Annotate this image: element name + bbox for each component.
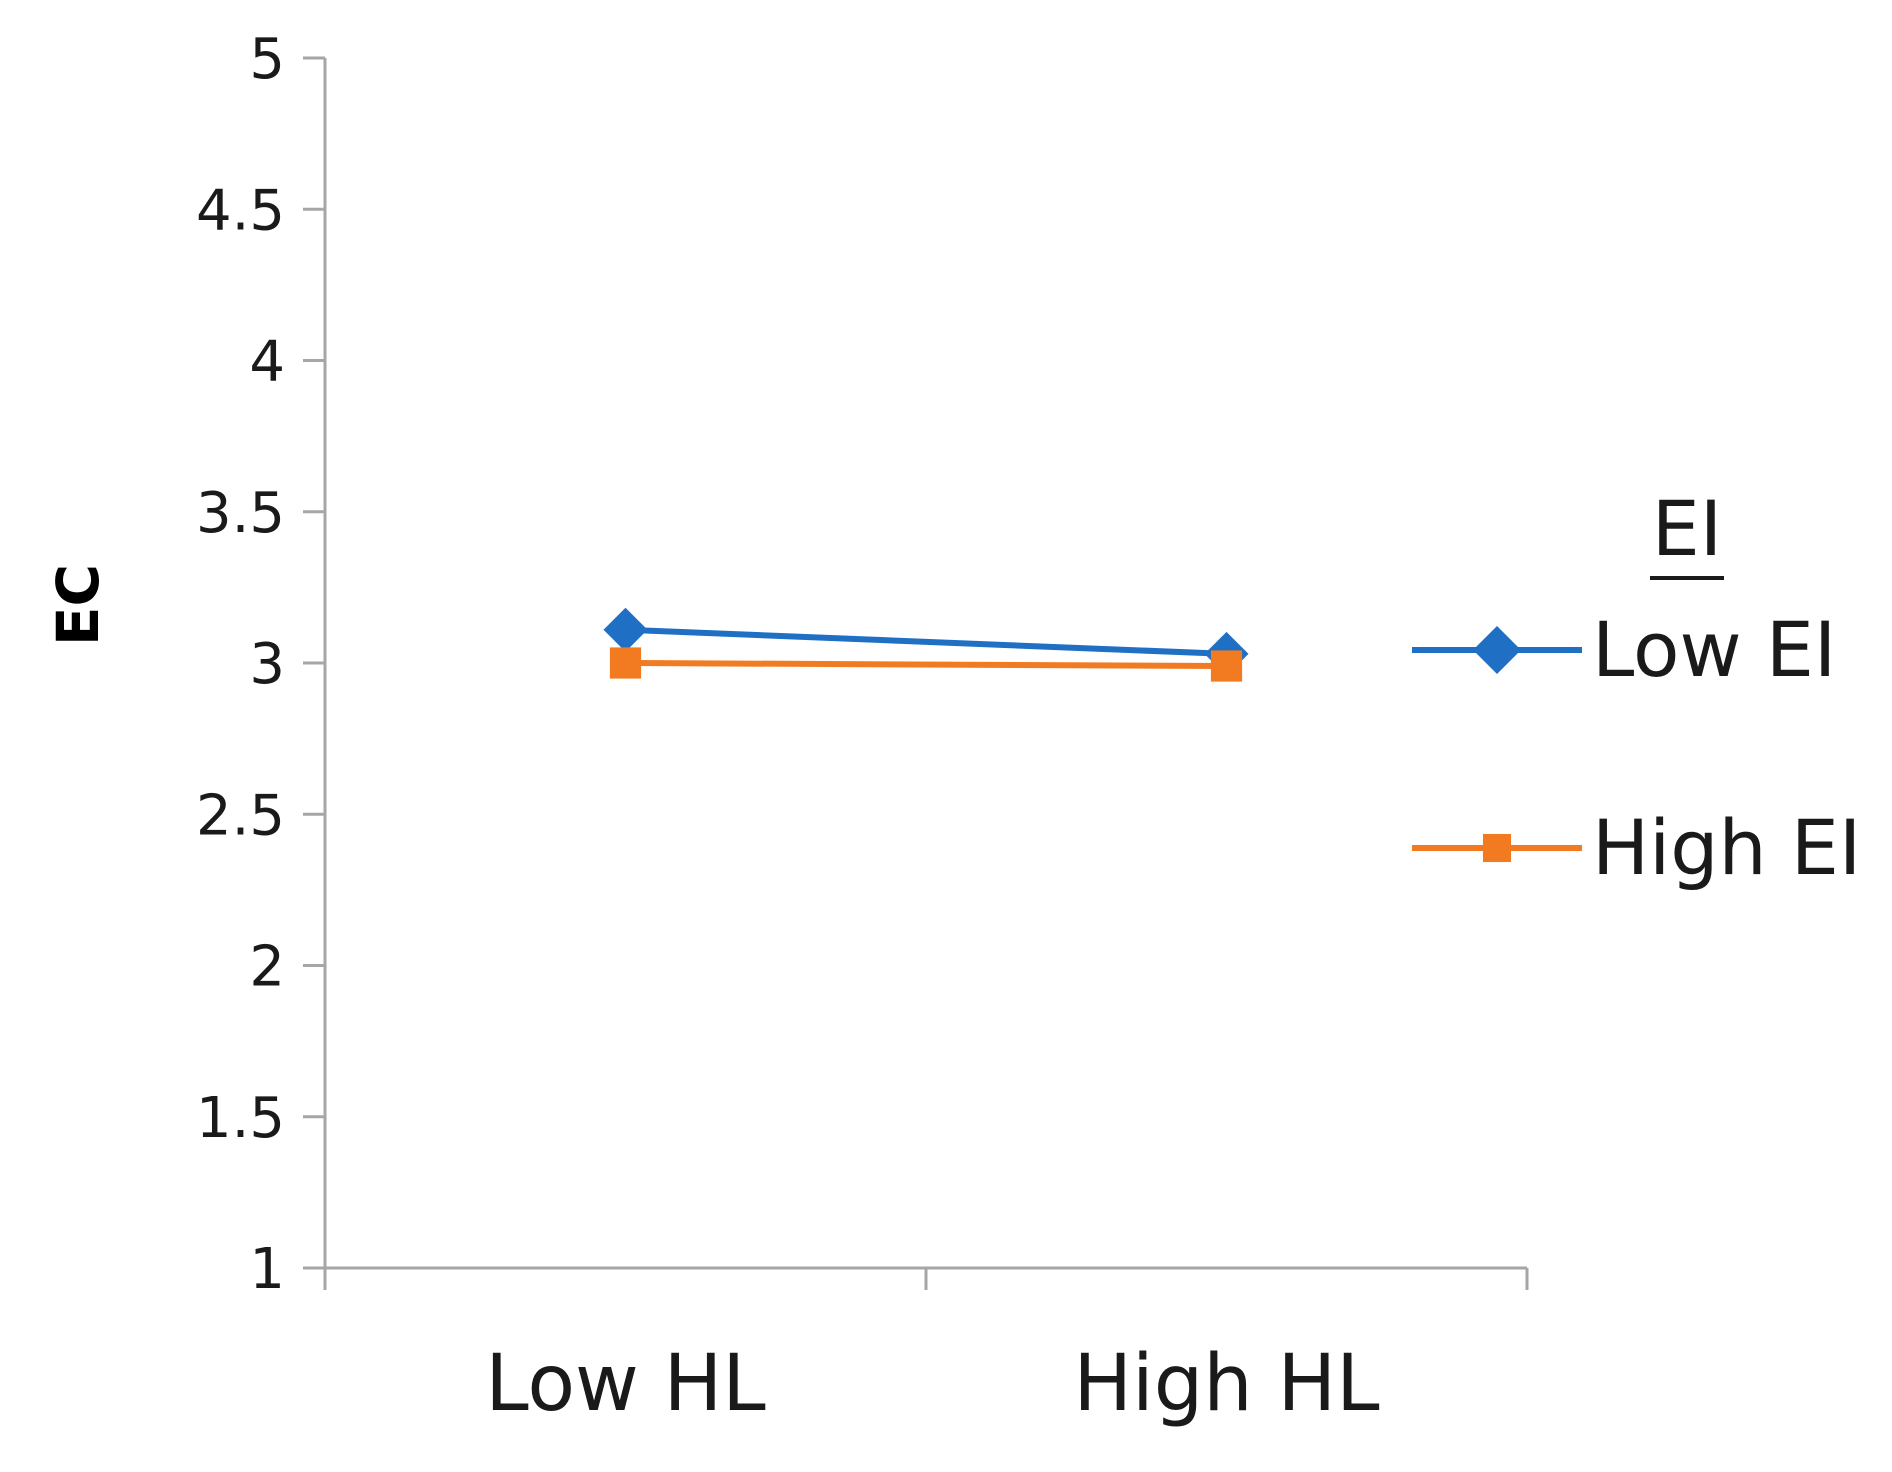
legend-title: EI [1652, 484, 1722, 573]
legend-item: High EI [1412, 803, 1861, 892]
x-category-label: High HL [1073, 1339, 1380, 1429]
y-tick-label: 2.5 [196, 783, 285, 848]
legend-item: Low EI [1412, 605, 1836, 694]
data-point [609, 647, 642, 679]
y-tick-label: 1 [249, 1237, 285, 1302]
series-layer [603, 607, 1249, 682]
legend-label: Low EI [1592, 605, 1836, 694]
y-tick-label: 4 [249, 330, 285, 395]
x-category-label: Low HL [485, 1339, 766, 1429]
y-tick-label: 1.5 [196, 1086, 285, 1151]
y-tick-label: 2 [249, 935, 285, 1000]
data-point [603, 607, 648, 652]
y-tick-label: 5 [249, 27, 285, 92]
series-high-ei [609, 647, 1243, 682]
y-tick-label: 3 [249, 632, 285, 697]
legend-label: High EI [1592, 803, 1861, 892]
y-tick-label: 3.5 [196, 481, 285, 546]
legend-marker [1473, 626, 1521, 674]
series-line [625, 660, 1227, 670]
legend: EI Low EI High EI [1412, 484, 1861, 892]
y-tick-label: 4.5 [196, 178, 285, 243]
series-line [625, 626, 1227, 657]
y-axis-title: EC [44, 564, 112, 646]
legend-marker [1482, 833, 1512, 863]
data-point [1210, 650, 1243, 682]
axes: 1 1.5 2 2.5 3 3.5 4 4.5 5 Low HL High HL [196, 27, 1529, 1429]
